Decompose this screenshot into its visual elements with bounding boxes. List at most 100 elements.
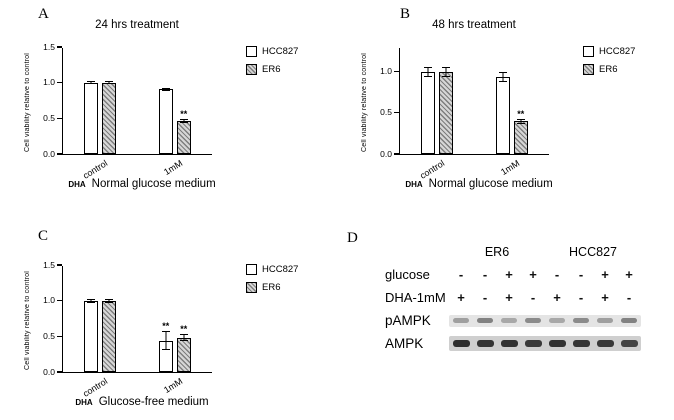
legend-item-hcc827: HCC827 bbox=[246, 46, 298, 57]
legend-label: ER6 bbox=[599, 64, 618, 75]
bar-hcc827-1mM: ** bbox=[158, 321, 173, 372]
y-tick-label: 1.0 bbox=[380, 66, 392, 77]
y-tick bbox=[57, 371, 62, 373]
condition-signs: + - + - + - + - bbox=[449, 290, 641, 305]
blot-lane bbox=[569, 340, 593, 347]
blot-lane bbox=[545, 340, 569, 347]
y-tick bbox=[57, 335, 62, 337]
dha-label: DHA bbox=[75, 398, 93, 407]
y-axis-label: Cell viability relative to control bbox=[361, 52, 368, 152]
blot-lane bbox=[521, 318, 545, 323]
protein-band bbox=[621, 318, 637, 323]
dha-label: DHA bbox=[405, 180, 423, 189]
blot-lane bbox=[497, 318, 521, 323]
y-axis-label: Cell viability relative to control bbox=[24, 270, 31, 370]
bar-er6-control bbox=[439, 66, 454, 154]
protein-band bbox=[453, 318, 469, 323]
protein-band bbox=[548, 340, 566, 347]
blot-lane bbox=[473, 340, 497, 347]
sign: + bbox=[505, 267, 513, 282]
western-blot: ER6 HCC827 glucose - - + + - - + + DHA-1mM + - + - + - + - p… bbox=[385, 242, 655, 357]
band-row: pAMPK bbox=[385, 311, 655, 330]
dha-label: DHA bbox=[68, 180, 86, 189]
error-bar bbox=[161, 87, 170, 91]
error-bar bbox=[105, 298, 114, 303]
y-tick bbox=[394, 112, 399, 114]
y-tick-label: 0.5 bbox=[380, 107, 392, 118]
legend-swatch bbox=[246, 264, 257, 275]
x-axis-caption: DHA Normal glucose medium bbox=[359, 178, 599, 190]
y-tick bbox=[57, 46, 62, 48]
sign: + bbox=[553, 290, 561, 305]
legend-label: ER6 bbox=[262, 64, 281, 75]
significance-marker: ** bbox=[517, 108, 525, 119]
legend: HCC827 ER6 bbox=[246, 46, 298, 82]
legend: HCC827 ER6 bbox=[583, 46, 635, 82]
error-bar bbox=[87, 81, 96, 85]
cell-line-label: ER6 bbox=[484, 244, 510, 259]
sign: - bbox=[458, 267, 464, 282]
blot-lane bbox=[593, 340, 617, 347]
sign: + bbox=[457, 290, 465, 305]
y-tick-label: 1.5 bbox=[43, 259, 55, 270]
chart-title: 48 hrs treatment bbox=[432, 19, 516, 31]
chart-24h-normal-glucose: 24 hrs treatment Cell viability relative … bbox=[8, 4, 340, 216]
blot-strip bbox=[449, 314, 641, 327]
protein-band bbox=[549, 318, 565, 323]
condition-signs: - - + + - - + + bbox=[449, 267, 641, 282]
x-axis-caption: DHA Glucose-free medium bbox=[22, 396, 262, 408]
panel-a-label: A bbox=[38, 6, 49, 22]
blot-lane bbox=[617, 318, 641, 323]
bar-hcc827-1mM bbox=[495, 71, 510, 154]
sign: - bbox=[554, 267, 560, 282]
bar-er6-control bbox=[102, 81, 117, 154]
y-tick-label: 0.0 bbox=[380, 148, 392, 159]
y-tick bbox=[57, 153, 62, 155]
legend-item-hcc827: HCC827 bbox=[583, 46, 635, 57]
sign: + bbox=[529, 267, 537, 282]
y-tick bbox=[394, 71, 399, 73]
protein-band bbox=[572, 340, 590, 347]
bar-group-1mM: ** bbox=[158, 87, 191, 154]
y-axis-label: Cell viability relative to control bbox=[24, 52, 31, 152]
y-tick bbox=[57, 300, 62, 302]
panel-c-label: C bbox=[38, 228, 49, 244]
error-bar bbox=[87, 298, 96, 303]
blot-lane bbox=[569, 318, 593, 323]
chart-glucose-free: Cell viability relative to control 0.0 0.5… bbox=[8, 222, 340, 418]
legend-swatch bbox=[583, 46, 594, 57]
error-bar bbox=[498, 71, 507, 82]
plot-area: 0.0 0.5 1.0 1.5 ** bbox=[43, 42, 212, 158]
blot-lane bbox=[449, 340, 473, 347]
bar-group-control bbox=[84, 81, 117, 154]
legend-label: HCC827 bbox=[262, 46, 299, 57]
bar-hcc827-control bbox=[421, 66, 436, 154]
sign: - bbox=[530, 290, 536, 305]
blot-lane bbox=[521, 340, 545, 347]
sign: - bbox=[482, 267, 488, 282]
protein-band bbox=[501, 318, 517, 323]
y-tick-label: 1.5 bbox=[43, 41, 55, 52]
y-tick bbox=[57, 117, 62, 119]
y-tick-label: 0.5 bbox=[43, 330, 55, 341]
protein-band bbox=[476, 340, 494, 347]
sign: + bbox=[625, 267, 633, 282]
blot-lane bbox=[545, 318, 569, 323]
blot-lane bbox=[617, 340, 641, 347]
legend-swatch bbox=[246, 46, 257, 57]
legend-item-er6: ER6 bbox=[246, 64, 298, 75]
legend-item-er6: ER6 bbox=[246, 282, 298, 293]
legend-swatch bbox=[246, 282, 257, 293]
blot-lane bbox=[497, 340, 521, 347]
blot-lane bbox=[593, 318, 617, 323]
legend-label: ER6 bbox=[262, 282, 281, 293]
legend-item-hcc827: HCC827 bbox=[246, 264, 298, 275]
protein-band bbox=[525, 318, 541, 323]
cell-line-headers: ER6 HCC827 bbox=[449, 245, 641, 259]
sign: + bbox=[505, 290, 513, 305]
bar-group-control bbox=[421, 66, 454, 154]
protein-band bbox=[597, 318, 613, 323]
condition-label: DHA-1mM bbox=[385, 290, 446, 305]
protein-band bbox=[477, 318, 493, 323]
